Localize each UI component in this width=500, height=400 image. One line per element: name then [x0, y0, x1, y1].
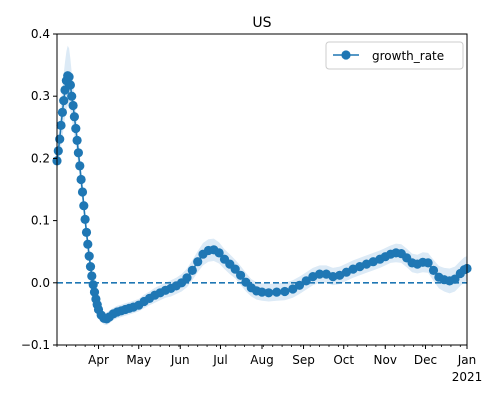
- x-tick-label: Aug: [250, 353, 273, 367]
- data-point: [80, 214, 90, 224]
- y-tick-label: 0.3: [31, 89, 50, 103]
- data-point: [301, 276, 311, 286]
- data-point: [288, 284, 298, 294]
- data-point: [79, 201, 89, 211]
- data-point: [64, 72, 74, 82]
- data-point: [59, 96, 69, 106]
- data-point: [73, 148, 83, 158]
- x-tick-label: Nov: [374, 353, 397, 367]
- data-point: [57, 107, 67, 117]
- x-tick-label: Apr: [88, 353, 109, 367]
- data-point: [65, 80, 75, 90]
- y-tick-label: 0.1: [31, 214, 50, 228]
- data-point: [53, 146, 63, 156]
- chart-title: US: [252, 15, 271, 31]
- x-offset-label: 2021: [452, 370, 483, 384]
- x-tick-label: Jul: [212, 353, 227, 367]
- y-tick-label: 0.4: [31, 27, 50, 41]
- y-tick-label: −0.1: [21, 338, 50, 352]
- data-point: [84, 251, 94, 261]
- data-point: [76, 174, 86, 185]
- legend-marker-growth-rate: [341, 50, 351, 60]
- data-point: [68, 100, 78, 111]
- data-point: [182, 273, 192, 283]
- data-point: [71, 123, 81, 134]
- data-point: [294, 280, 305, 290]
- data-point: [88, 280, 98, 290]
- data-point: [75, 161, 85, 171]
- axes: −0.1 0.0 0.1 0.2 0.3 0.4 Apr May Jun Jul Aug Sep Oct…: [21, 27, 482, 384]
- data-point: [55, 134, 65, 144]
- data-point: [77, 187, 88, 197]
- legend-box: [325, 41, 464, 70]
- x-tick-label: Oct: [333, 353, 354, 367]
- data-point: [87, 271, 97, 281]
- confidence-band: [57, 45, 467, 326]
- data-point: [85, 262, 96, 272]
- legend-label-growth-rate: growth_rate: [372, 49, 444, 63]
- x-tick-label: Jun: [170, 353, 190, 367]
- y-tick-label: 0.0: [31, 276, 50, 290]
- data-point: [214, 248, 224, 258]
- series-line-growth-rate: [56, 74, 468, 320]
- x-tick-label: Dec: [414, 353, 437, 367]
- data-point: [67, 91, 77, 101]
- y-tick-label: 0.2: [31, 151, 50, 165]
- data-point: [257, 287, 267, 297]
- data-point: [423, 258, 433, 268]
- data-point: [272, 287, 282, 297]
- x-tick-label: Jan: [457, 353, 477, 367]
- data-point: [83, 239, 93, 249]
- x-tick-label: May: [126, 353, 151, 367]
- data-point: [236, 270, 246, 280]
- data-point: [81, 227, 92, 237]
- data-point: [315, 269, 325, 279]
- legend: growth_rate: [325, 41, 464, 70]
- data-point: [230, 264, 240, 274]
- x-tick-label: Sep: [292, 353, 315, 367]
- data-point: [187, 265, 197, 275]
- data-point: [264, 288, 274, 298]
- data-point: [89, 287, 100, 297]
- data-point: [193, 257, 203, 267]
- data-point: [280, 286, 290, 297]
- data-point: [72, 135, 82, 145]
- data-point: [56, 120, 66, 130]
- plot-area: [52, 45, 472, 326]
- data-point: [69, 112, 79, 122]
- data-point: [428, 265, 439, 275]
